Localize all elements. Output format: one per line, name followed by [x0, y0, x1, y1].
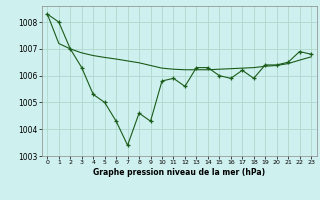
- X-axis label: Graphe pression niveau de la mer (hPa): Graphe pression niveau de la mer (hPa): [93, 168, 265, 177]
